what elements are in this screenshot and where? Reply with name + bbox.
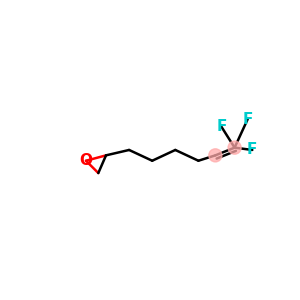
Text: F: F — [242, 112, 253, 127]
Circle shape — [209, 149, 222, 162]
Text: F: F — [247, 142, 257, 158]
Text: F: F — [216, 119, 227, 134]
Text: O: O — [80, 153, 92, 168]
Circle shape — [228, 141, 241, 154]
